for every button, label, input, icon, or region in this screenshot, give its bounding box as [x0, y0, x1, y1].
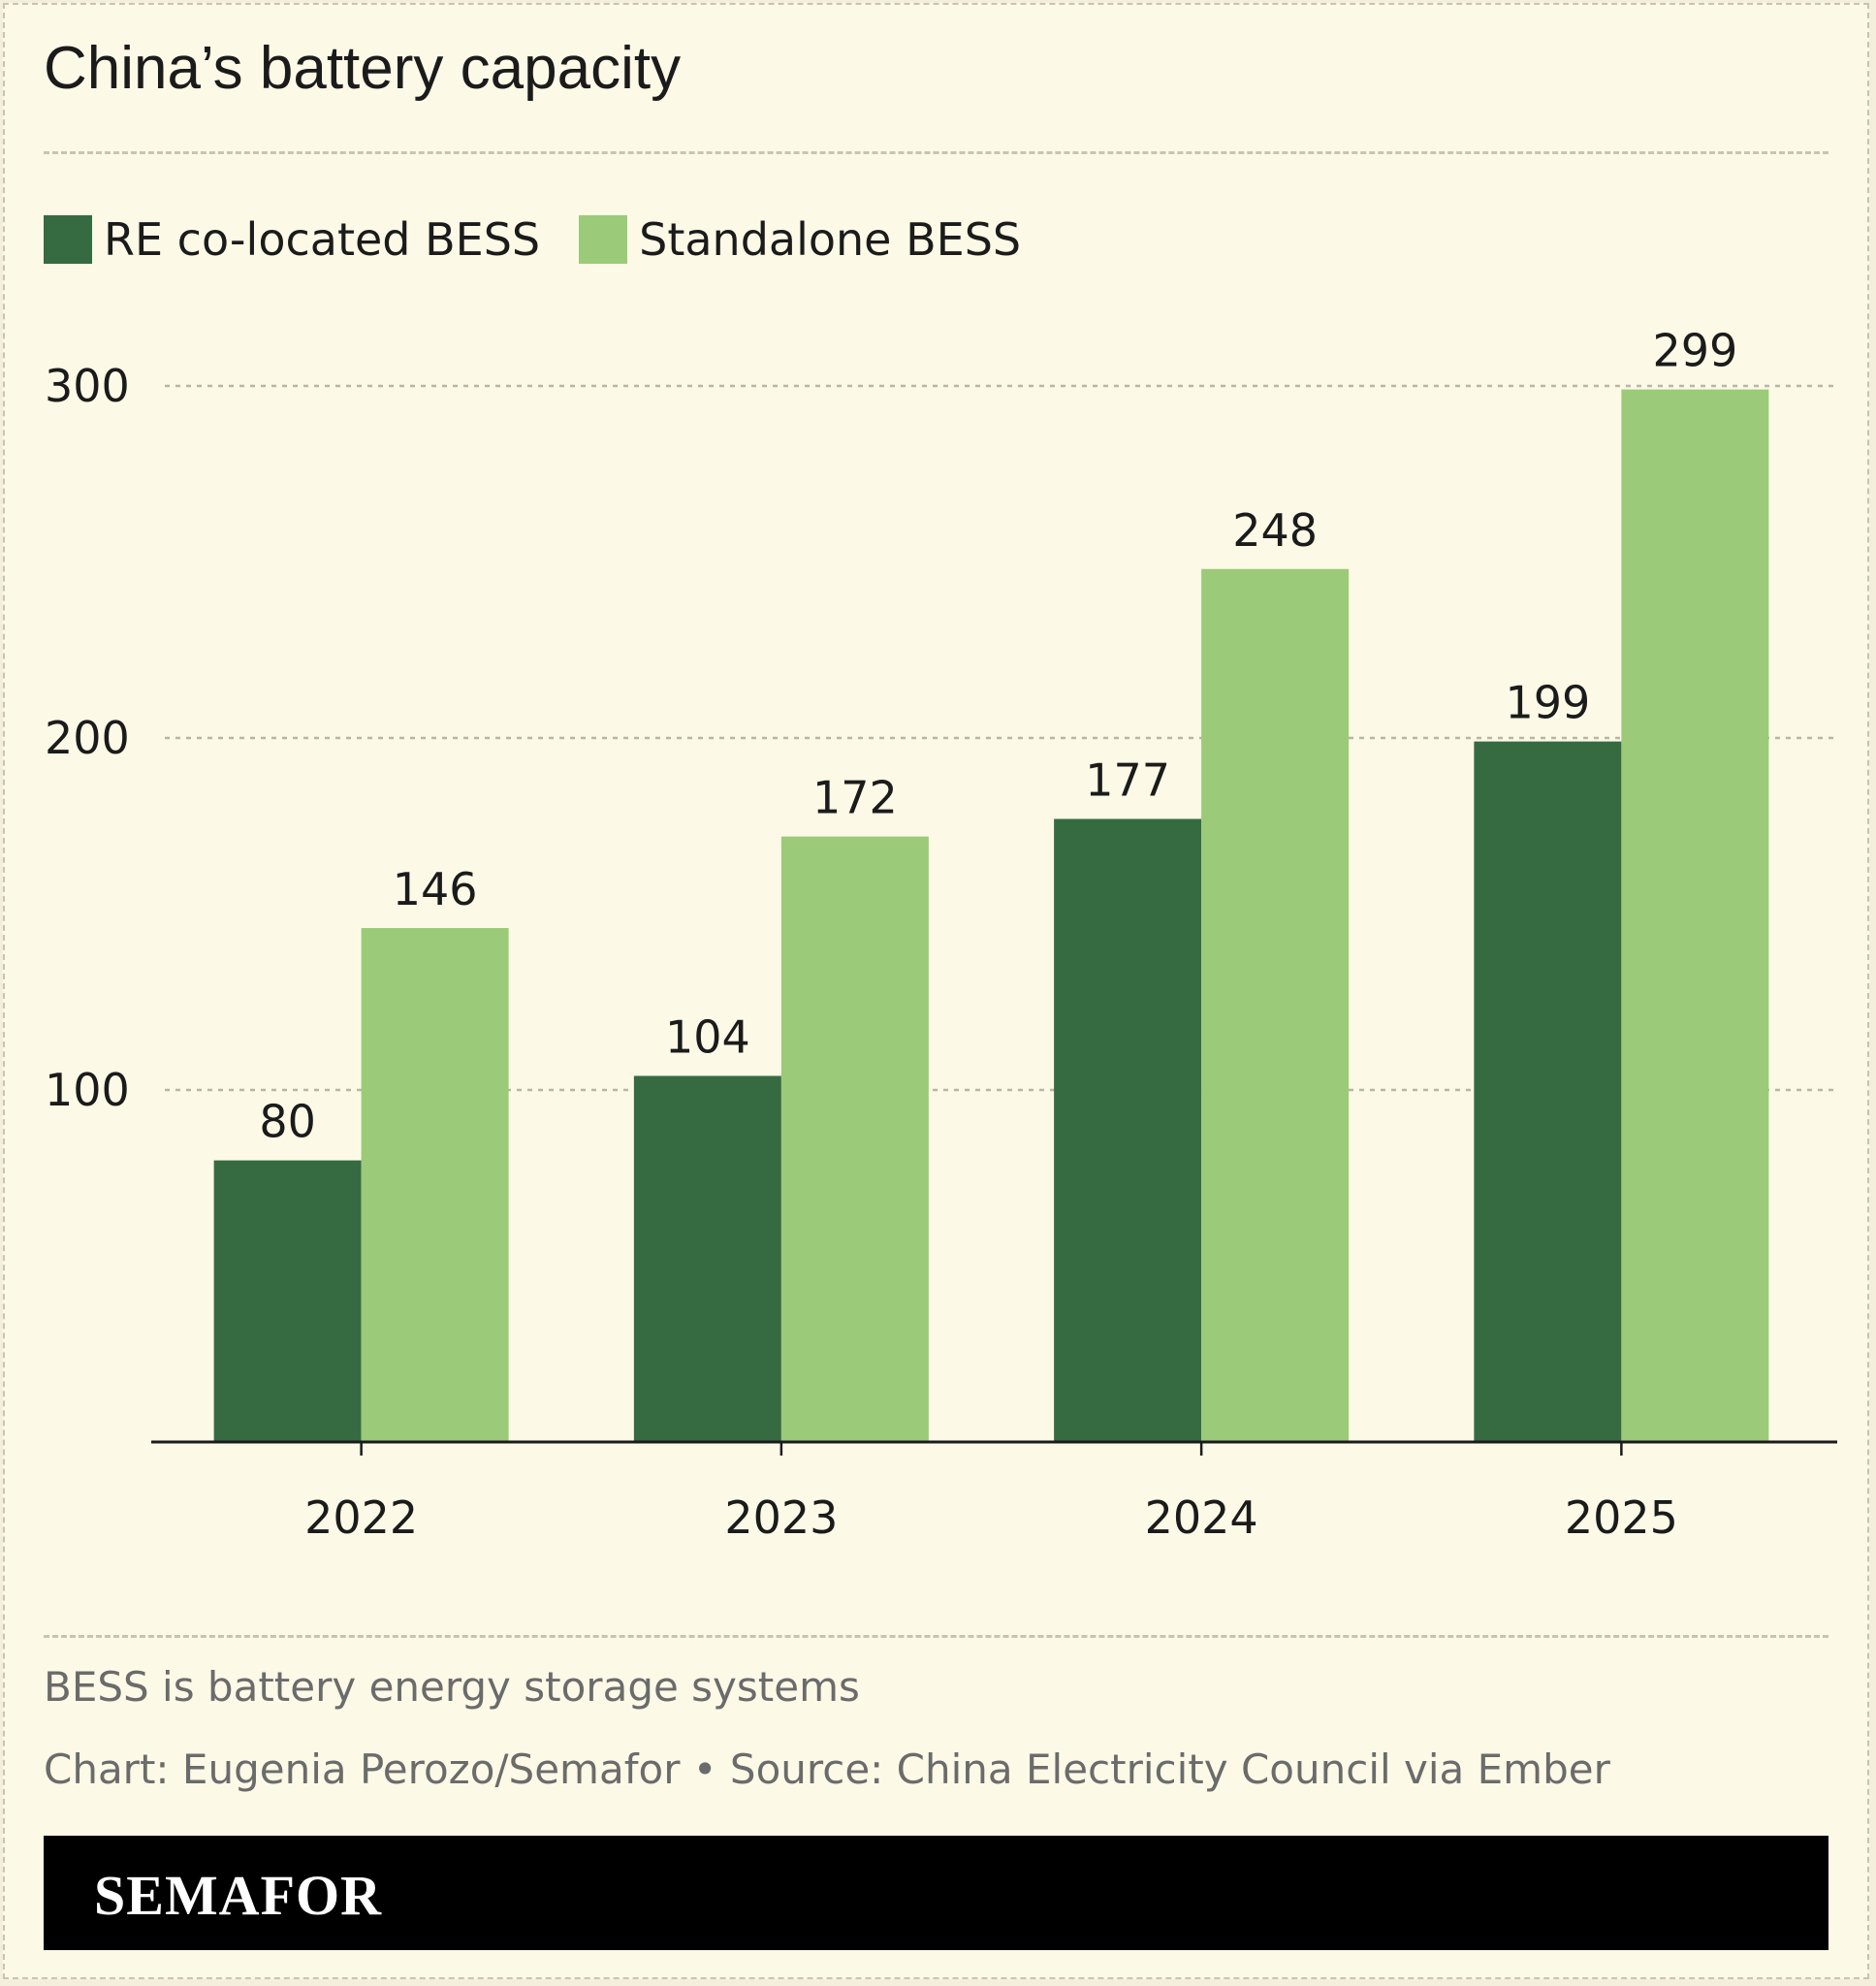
x-tick-label: 2023 [724, 1491, 838, 1544]
credit-note: Chart: Eugenia Perozo/Semafor • Source: … [44, 1746, 1610, 1793]
bar [1474, 741, 1622, 1442]
data-label: 104 [665, 1010, 750, 1063]
legend: RE co-located BESS Standalone BESS [44, 213, 1060, 266]
legend-item-re-colocated: RE co-located BESS [44, 213, 540, 266]
data-label: 80 [259, 1096, 316, 1148]
y-tick-label: 100 [45, 1064, 130, 1116]
legend-swatch-re-colocated [44, 215, 92, 264]
title-divider [44, 151, 1828, 154]
data-label: 172 [812, 772, 898, 824]
data-label: 146 [393, 863, 478, 915]
legend-item-standalone: Standalone BESS [579, 213, 1021, 266]
bar [780, 836, 929, 1442]
bar [1201, 568, 1350, 1442]
chart-title: China’s battery capacity [44, 35, 682, 102]
data-label: 299 [1652, 325, 1737, 377]
bar [633, 1075, 781, 1442]
bar-chart: 100 200 300 80 146 2022 104 172 2023 177 248 2024 19… [45, 325, 1837, 1544]
notes-divider [44, 1635, 1828, 1638]
legend-label-re-colocated: RE co-located BESS [104, 213, 541, 266]
bar [361, 928, 509, 1442]
bar [213, 1160, 362, 1442]
legend-label-standalone: Standalone BESS [639, 213, 1022, 266]
x-tick-label: 2022 [304, 1491, 418, 1544]
bar [1621, 389, 1769, 1442]
bar [1054, 818, 1202, 1442]
data-label: 248 [1232, 504, 1318, 557]
x-tick-label: 2025 [1565, 1491, 1678, 1544]
y-tick-label: 200 [45, 712, 130, 764]
data-label: 199 [1505, 677, 1590, 729]
semafor-logo: SEMAFOR [94, 1864, 382, 1927]
data-label: 177 [1085, 753, 1170, 806]
legend-swatch-standalone [579, 215, 628, 264]
y-tick-label: 300 [45, 360, 130, 412]
definition-note: BESS is battery energy storage systems [44, 1663, 860, 1711]
footer-bar: SEMAFOR [44, 1836, 1828, 1950]
x-tick-label: 2024 [1145, 1491, 1258, 1544]
